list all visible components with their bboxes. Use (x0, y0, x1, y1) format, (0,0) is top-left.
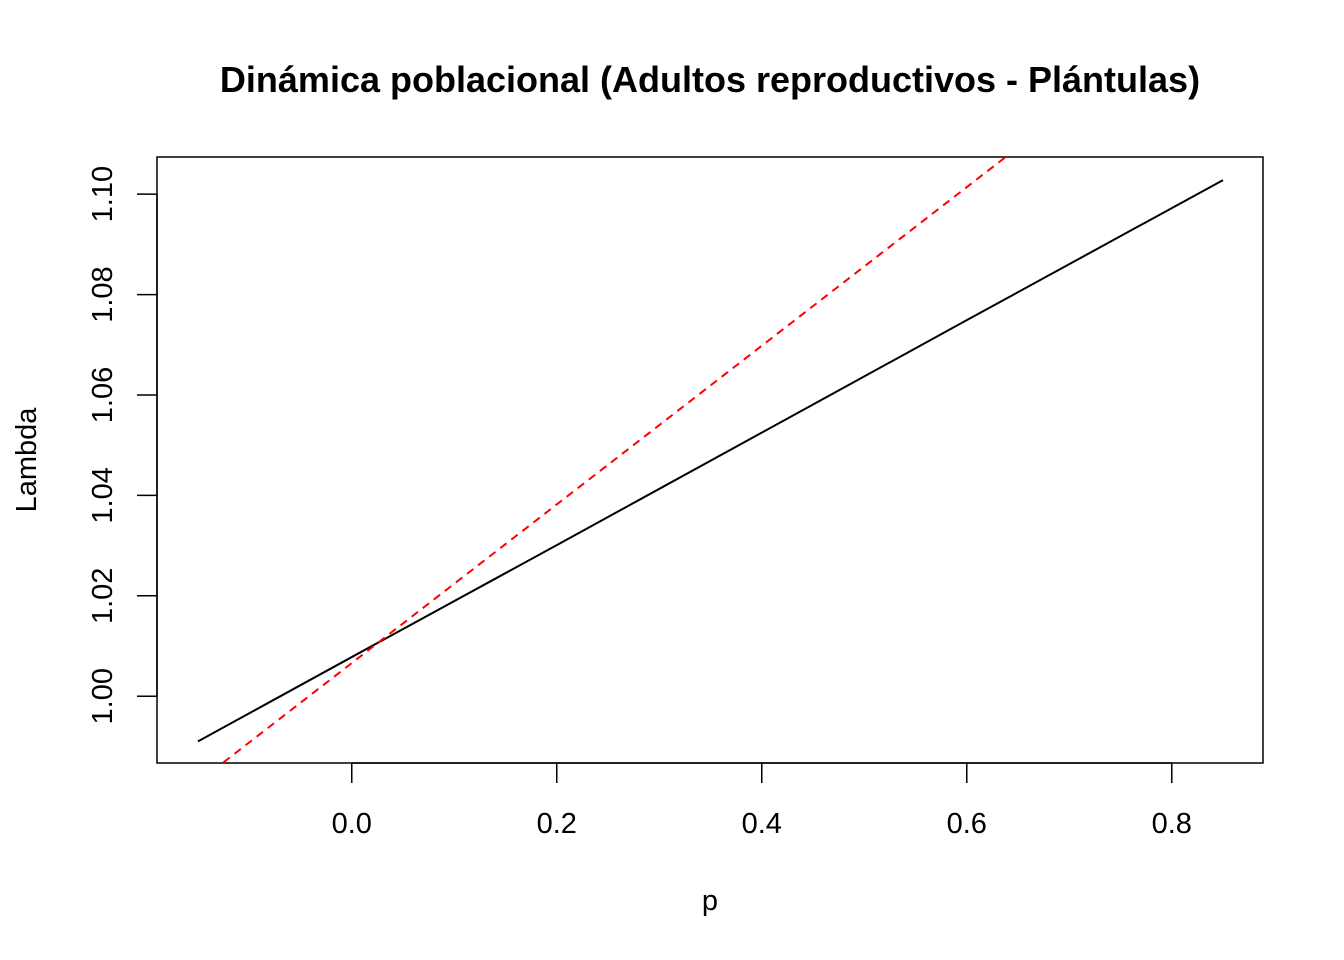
y-axis-label: Lambda (11, 407, 43, 513)
chart-title: Dinámica poblacional (Adultos reproducti… (220, 59, 1200, 100)
series-tangent-line (221, 157, 1008, 763)
x-tick-label: 0.8 (1152, 808, 1192, 840)
series-lambda-line (197, 179, 1224, 743)
x-tick-label: 0.4 (742, 808, 782, 840)
y-tick-label: 1.00 (87, 668, 119, 724)
x-tick-label: 0.2 (537, 808, 577, 840)
x-axis-label: p (702, 885, 718, 917)
y-tick-label: 1.02 (87, 568, 119, 624)
x-tick-label: 0.0 (332, 808, 372, 840)
y-tick-label: 1.04 (87, 467, 119, 523)
y-tick-label: 1.08 (87, 266, 119, 322)
x-tick-label: 0.6 (947, 808, 987, 840)
y-tick-label: 1.10 (87, 166, 119, 222)
y-tick-label: 1.06 (87, 367, 119, 423)
